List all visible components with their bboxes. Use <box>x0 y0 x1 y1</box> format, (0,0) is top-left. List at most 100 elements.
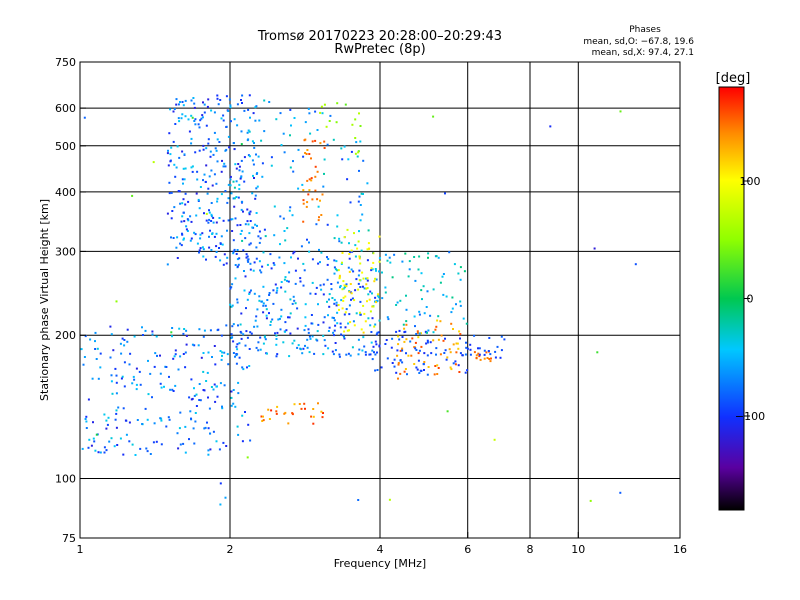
data-point <box>376 331 379 334</box>
data-point <box>306 201 309 204</box>
data-point <box>182 332 185 335</box>
data-point <box>229 178 232 181</box>
data-point <box>144 329 147 332</box>
data-point <box>304 407 306 410</box>
data-point <box>367 293 370 296</box>
data-point <box>303 269 306 272</box>
data-point <box>357 200 360 203</box>
data-point <box>87 398 90 401</box>
data-point <box>202 352 205 354</box>
data-point <box>336 214 339 217</box>
data-point <box>232 402 235 405</box>
data-point <box>436 373 439 375</box>
data-point <box>173 108 176 110</box>
data-point <box>192 97 195 99</box>
data-point <box>333 298 336 301</box>
data-point <box>420 272 423 275</box>
data-point <box>384 286 387 289</box>
data-point <box>219 350 222 352</box>
data-point <box>323 158 326 161</box>
data-point <box>205 212 208 215</box>
data-point <box>188 396 191 399</box>
data-point <box>333 266 336 269</box>
data-point <box>296 346 299 349</box>
data-point <box>244 237 247 240</box>
data-point <box>184 451 187 454</box>
data-points <box>80 94 637 506</box>
data-point <box>274 283 277 286</box>
data-point <box>93 440 96 443</box>
data-point <box>208 211 211 214</box>
data-point <box>309 292 312 295</box>
data-point <box>236 298 239 301</box>
data-point <box>212 388 215 391</box>
data-point <box>372 345 375 348</box>
data-point <box>458 330 461 333</box>
data-point <box>153 365 156 368</box>
data-point <box>258 230 261 233</box>
data-point <box>283 151 286 154</box>
data-point <box>182 238 185 241</box>
data-point <box>107 416 110 419</box>
data-point <box>229 184 232 187</box>
data-point <box>179 443 182 446</box>
data-point <box>211 356 213 358</box>
data-point <box>339 285 342 287</box>
data-point <box>386 259 389 262</box>
data-point <box>348 242 350 245</box>
data-point <box>494 350 497 353</box>
data-point <box>240 229 243 232</box>
data-point <box>263 99 266 102</box>
data-point <box>296 307 299 310</box>
data-point <box>317 262 320 265</box>
data-point <box>308 189 311 192</box>
data-point <box>246 456 249 459</box>
data-point <box>369 324 372 327</box>
data-point <box>194 420 197 423</box>
data-point <box>435 353 437 356</box>
data-point <box>248 291 251 294</box>
data-point <box>194 412 197 414</box>
data-point <box>256 185 259 188</box>
data-point <box>254 119 257 122</box>
data-point <box>205 258 207 261</box>
data-point <box>230 192 233 195</box>
data-point <box>333 259 336 262</box>
data-point <box>433 373 436 376</box>
data-point <box>349 201 352 204</box>
data-point <box>271 318 274 321</box>
data-point <box>111 392 114 395</box>
data-point <box>398 338 401 341</box>
y-tick-label: 200 <box>55 329 76 342</box>
data-point <box>437 338 440 341</box>
data-point <box>489 353 492 356</box>
data-point <box>293 250 296 253</box>
data-point <box>225 95 228 98</box>
data-point <box>356 155 359 158</box>
data-point <box>297 148 300 151</box>
data-point <box>500 335 503 338</box>
data-point <box>249 331 252 334</box>
data-point <box>322 185 325 188</box>
data-point <box>320 214 323 216</box>
data-point <box>397 377 399 380</box>
data-point <box>307 331 310 334</box>
data-point <box>184 366 187 369</box>
data-point <box>364 351 367 354</box>
data-point <box>147 393 150 396</box>
data-point <box>344 311 347 314</box>
data-point <box>210 220 213 222</box>
data-point <box>225 262 228 265</box>
data-point <box>323 316 326 319</box>
data-point <box>302 220 305 223</box>
data-point <box>170 146 173 149</box>
data-point <box>258 260 261 263</box>
data-point <box>291 214 294 217</box>
data-point <box>170 236 172 239</box>
data-point <box>248 130 251 133</box>
data-point <box>199 237 202 240</box>
data-point <box>210 215 213 218</box>
data-point <box>209 229 211 232</box>
data-point <box>357 150 360 153</box>
data-point <box>423 361 426 363</box>
